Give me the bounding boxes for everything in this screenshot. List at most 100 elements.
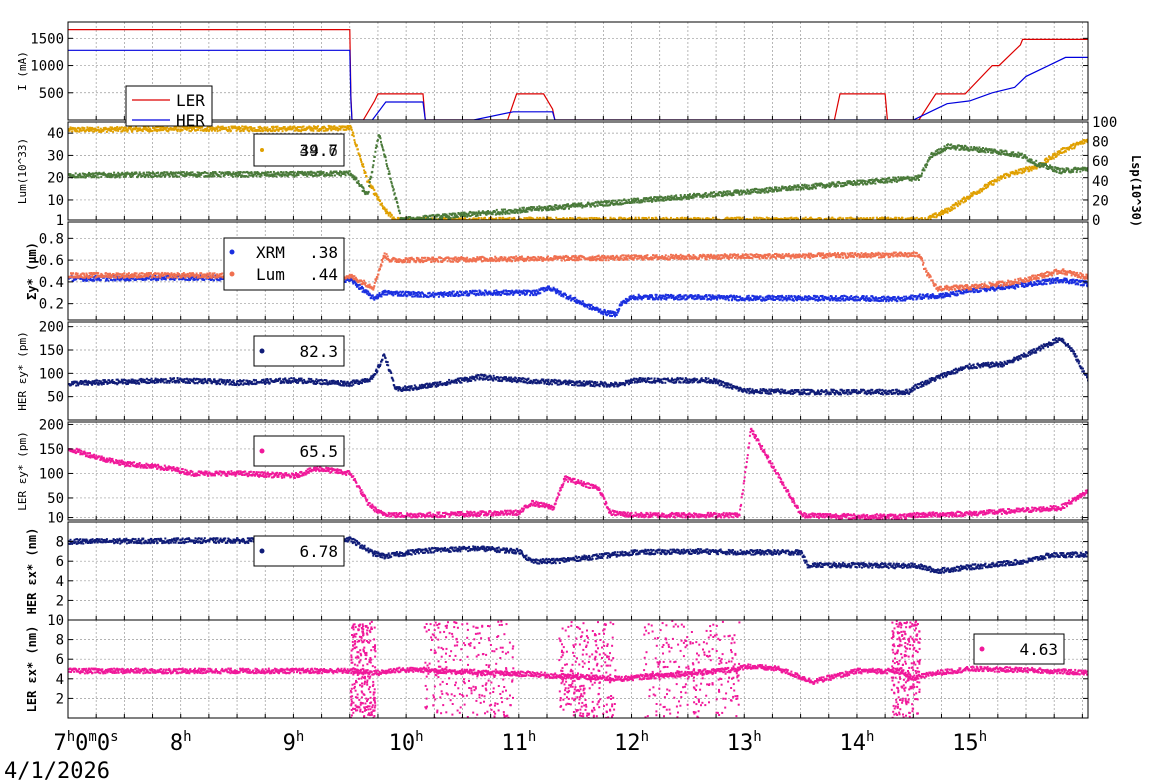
data-point — [653, 218, 656, 220]
data-point — [274, 129, 277, 132]
data-point — [277, 129, 280, 132]
data-point — [374, 146, 377, 149]
data-point — [982, 147, 984, 149]
data-point — [188, 129, 191, 132]
data-point — [234, 175, 237, 178]
data-point — [231, 172, 234, 175]
data-point — [132, 277, 134, 280]
data-point — [1075, 167, 1078, 170]
data-point — [758, 191, 761, 194]
data-point — [803, 217, 806, 220]
data-point — [690, 217, 693, 220]
data-point — [333, 125, 336, 128]
data-point — [740, 193, 743, 196]
data-point — [124, 278, 127, 281]
data-point — [892, 176, 895, 179]
data-point — [1028, 170, 1031, 173]
data-point — [218, 126, 221, 129]
data-point — [189, 130, 192, 133]
data-point — [222, 175, 225, 178]
data-point — [443, 217, 445, 220]
data-point — [1016, 153, 1019, 156]
data-point — [886, 180, 889, 183]
data-point — [219, 278, 222, 281]
data-point — [196, 126, 199, 129]
data-point — [947, 143, 950, 146]
data-point — [356, 148, 359, 151]
data-point — [138, 171, 141, 174]
data-point — [1069, 146, 1072, 149]
data-point — [78, 174, 81, 177]
data-point — [953, 204, 956, 207]
data-point — [361, 285, 363, 288]
data-point — [795, 216, 798, 219]
data-point — [825, 186, 828, 188]
data-point — [846, 217, 849, 220]
data-point — [643, 200, 646, 203]
data-point — [922, 167, 925, 170]
data-point — [549, 216, 552, 219]
data-point — [512, 210, 515, 212]
data-point — [371, 294, 374, 297]
data-point — [433, 295, 436, 298]
data-point — [71, 130, 74, 133]
data-point — [75, 278, 78, 281]
data-point — [789, 217, 792, 219]
data-point — [117, 171, 120, 174]
data-point — [578, 216, 581, 219]
data-point — [479, 214, 482, 216]
data-point — [123, 129, 126, 132]
data-point — [246, 175, 249, 178]
data-point — [863, 180, 866, 183]
data-point — [793, 217, 796, 220]
data-point — [702, 218, 705, 220]
data-point — [682, 218, 685, 220]
data-point — [213, 175, 216, 178]
data-point — [396, 205, 399, 208]
data-point — [211, 126, 214, 129]
data-point — [999, 153, 1002, 156]
data-point — [208, 174, 211, 177]
data-point — [526, 218, 529, 220]
data-point — [93, 176, 96, 179]
data-point — [913, 177, 916, 180]
data-point — [410, 293, 413, 296]
data-point — [962, 197, 964, 200]
data-point — [852, 184, 855, 186]
data-point — [749, 218, 752, 220]
data-point — [886, 181, 889, 184]
data-point — [930, 153, 933, 156]
data-point — [136, 127, 139, 130]
data-point — [452, 212, 455, 215]
data-point — [365, 289, 368, 292]
data-point — [219, 276, 222, 279]
data-point — [950, 143, 953, 146]
data-point — [425, 217, 428, 220]
data-point — [144, 126, 147, 129]
data-point — [80, 129, 83, 132]
data-point — [102, 127, 105, 130]
data-point — [1086, 141, 1088, 144]
data-point — [739, 216, 742, 219]
data-point — [1018, 168, 1021, 171]
data-point — [1061, 147, 1064, 150]
data-point — [652, 217, 654, 220]
data-point — [124, 279, 127, 282]
data-point — [126, 277, 129, 280]
data-point — [329, 127, 332, 130]
data-point — [856, 179, 859, 182]
data-point — [236, 171, 238, 174]
data-point — [363, 169, 366, 172]
data-point — [123, 174, 126, 177]
data-point — [854, 217, 857, 220]
data-point — [344, 281, 347, 283]
data-point — [631, 218, 634, 220]
data-point — [864, 180, 867, 183]
data-point — [203, 171, 206, 173]
data-point — [964, 145, 967, 148]
data-point — [409, 294, 412, 297]
data-point — [960, 146, 963, 149]
data-point — [987, 151, 990, 153]
data-point — [396, 216, 399, 219]
data-point — [624, 217, 627, 220]
